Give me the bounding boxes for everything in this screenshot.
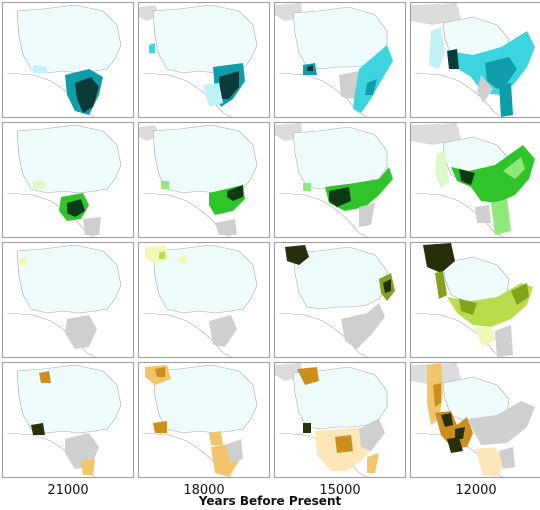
- map-panel-r4-15000: [274, 362, 406, 478]
- column-label-12000: 12000: [455, 483, 497, 498]
- map-panel-r3-21000: [2, 242, 134, 358]
- map-panel-r2-21000: [2, 122, 134, 238]
- map-panel-r1-18000: [138, 2, 270, 118]
- column-label-18000: 18000: [183, 483, 225, 498]
- map-panel-r1-15000: [274, 2, 406, 118]
- map-panel-r4-18000: [138, 362, 270, 478]
- map-panel-r4-21000: [2, 362, 134, 478]
- map-panel-r1-12000: [410, 2, 540, 118]
- map-panel-r2-12000: [410, 122, 540, 238]
- map-grid: [2, 2, 540, 478]
- map-panel-r1-21000: [2, 2, 134, 118]
- column-label-15000: 15000: [319, 483, 361, 498]
- map-panel-r3-12000: [410, 242, 540, 358]
- column-label-21000: 21000: [47, 483, 89, 498]
- map-panel-r3-18000: [138, 242, 270, 358]
- x-axis-title: Years Before Present: [198, 494, 342, 508]
- map-panel-r2-15000: [274, 122, 406, 238]
- map-panel-r3-15000: [274, 242, 406, 358]
- map-panel-r2-18000: [138, 122, 270, 238]
- map-panel-r4-12000: [410, 362, 540, 478]
